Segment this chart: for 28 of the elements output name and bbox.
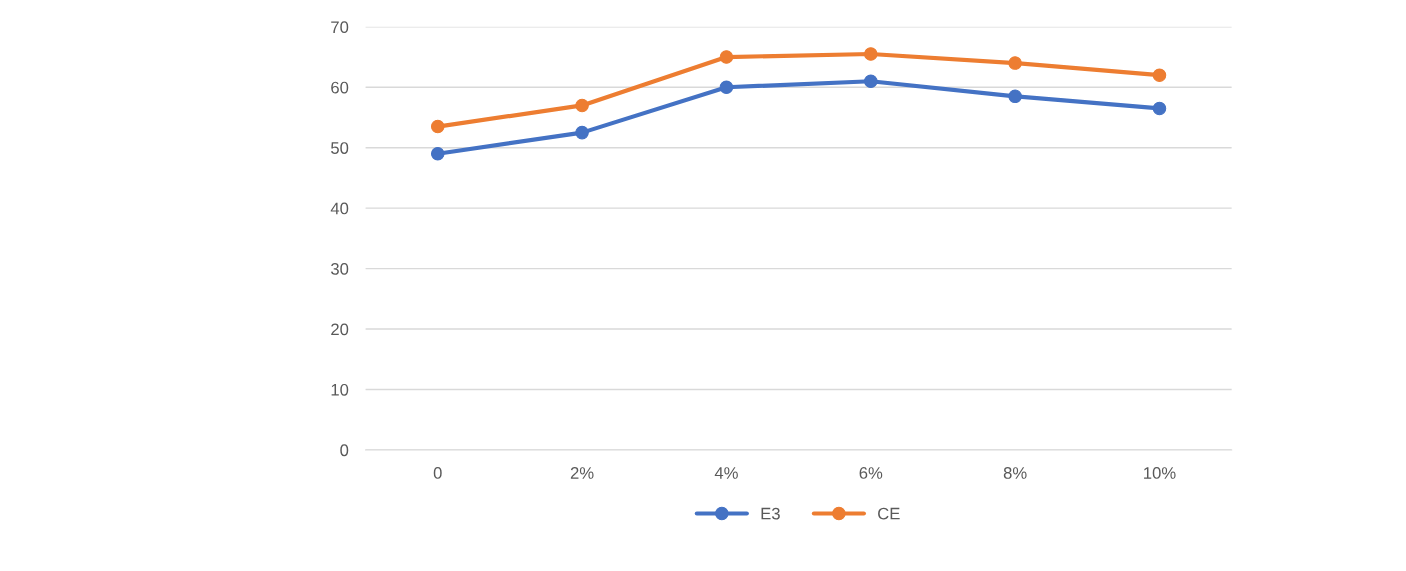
point: [719, 50, 734, 64]
x-tick-label: 8%: [1003, 467, 1027, 479]
y-tick-label: 60: [331, 81, 349, 94]
y-tick-label: 40: [330, 202, 349, 215]
point: [1008, 89, 1022, 104]
x-tick-label: 4%: [714, 467, 738, 479]
x-tick-label: 2%: [570, 467, 594, 479]
x-tick-label: 0: [433, 467, 442, 479]
point: [575, 125, 589, 140]
y-tick-label: 10: [331, 383, 349, 396]
y-tick-label: 20: [331, 323, 349, 336]
point: [864, 74, 878, 89]
y-tick-label: 0: [340, 444, 349, 457]
x-tick-label: 6%: [859, 467, 883, 479]
legend-label: E3: [761, 507, 780, 520]
point: [719, 80, 734, 95]
legend-label: CE: [878, 507, 900, 520]
point: [575, 98, 589, 113]
point: [864, 47, 878, 61]
y-tick-label: 30: [330, 263, 349, 275]
x-tick-label: 10%: [1144, 467, 1176, 479]
point: [430, 119, 445, 134]
point: [1152, 101, 1167, 116]
y-tick-label: 70: [331, 21, 349, 34]
point: [430, 147, 445, 161]
point: [1152, 68, 1167, 82]
point: [1008, 56, 1022, 70]
y-tick-label: 50: [331, 142, 349, 154]
